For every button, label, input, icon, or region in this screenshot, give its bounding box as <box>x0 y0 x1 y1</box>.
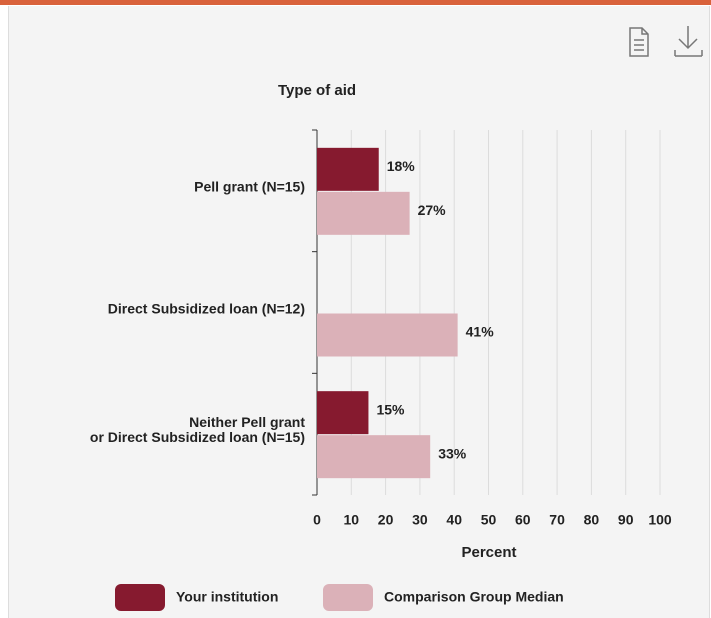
x-axis-label: Percent <box>461 544 516 561</box>
x-tick-label: 0 <box>313 512 321 528</box>
y-tick-label: Direct Subsidized loan (N=12) <box>107 300 305 316</box>
x-tick-label: 20 <box>378 512 394 528</box>
legend-swatch <box>115 584 165 611</box>
value-label: 15% <box>376 401 405 417</box>
doc-icon[interactable] <box>629 27 649 57</box>
bar <box>317 147 379 191</box>
x-tick-label: 60 <box>515 512 531 528</box>
legend-label: Your institution <box>176 589 278 605</box>
bar <box>317 435 431 479</box>
x-tick-label: 40 <box>446 512 462 528</box>
legend-swatch <box>323 584 373 611</box>
legend-label: Comparison Group Median <box>384 589 564 605</box>
y-tick-label: Pell grant (N=15) <box>194 178 305 195</box>
panel <box>8 6 710 618</box>
bar <box>317 313 458 357</box>
x-tick-label: 30 <box>412 512 428 528</box>
x-tick-label: 90 <box>618 512 634 528</box>
x-tick-label: 10 <box>344 512 360 528</box>
x-tick-label: 100 <box>648 512 672 528</box>
x-tick-label: 50 <box>481 512 497 528</box>
top-bar <box>0 0 711 5</box>
y-tick-label: Neither Pell grant or Direct Subsidized … <box>89 414 305 446</box>
bar <box>317 191 410 235</box>
download-icon[interactable] <box>674 26 703 57</box>
value-label: 33% <box>438 445 467 461</box>
value-label: 18% <box>387 158 416 174</box>
bar <box>317 391 369 435</box>
chart-title: Type of aid <box>278 82 356 99</box>
x-tick-label: 80 <box>584 512 600 528</box>
value-label: 41% <box>466 324 495 340</box>
x-tick-label: 70 <box>549 512 565 528</box>
value-label: 27% <box>418 202 447 218</box>
